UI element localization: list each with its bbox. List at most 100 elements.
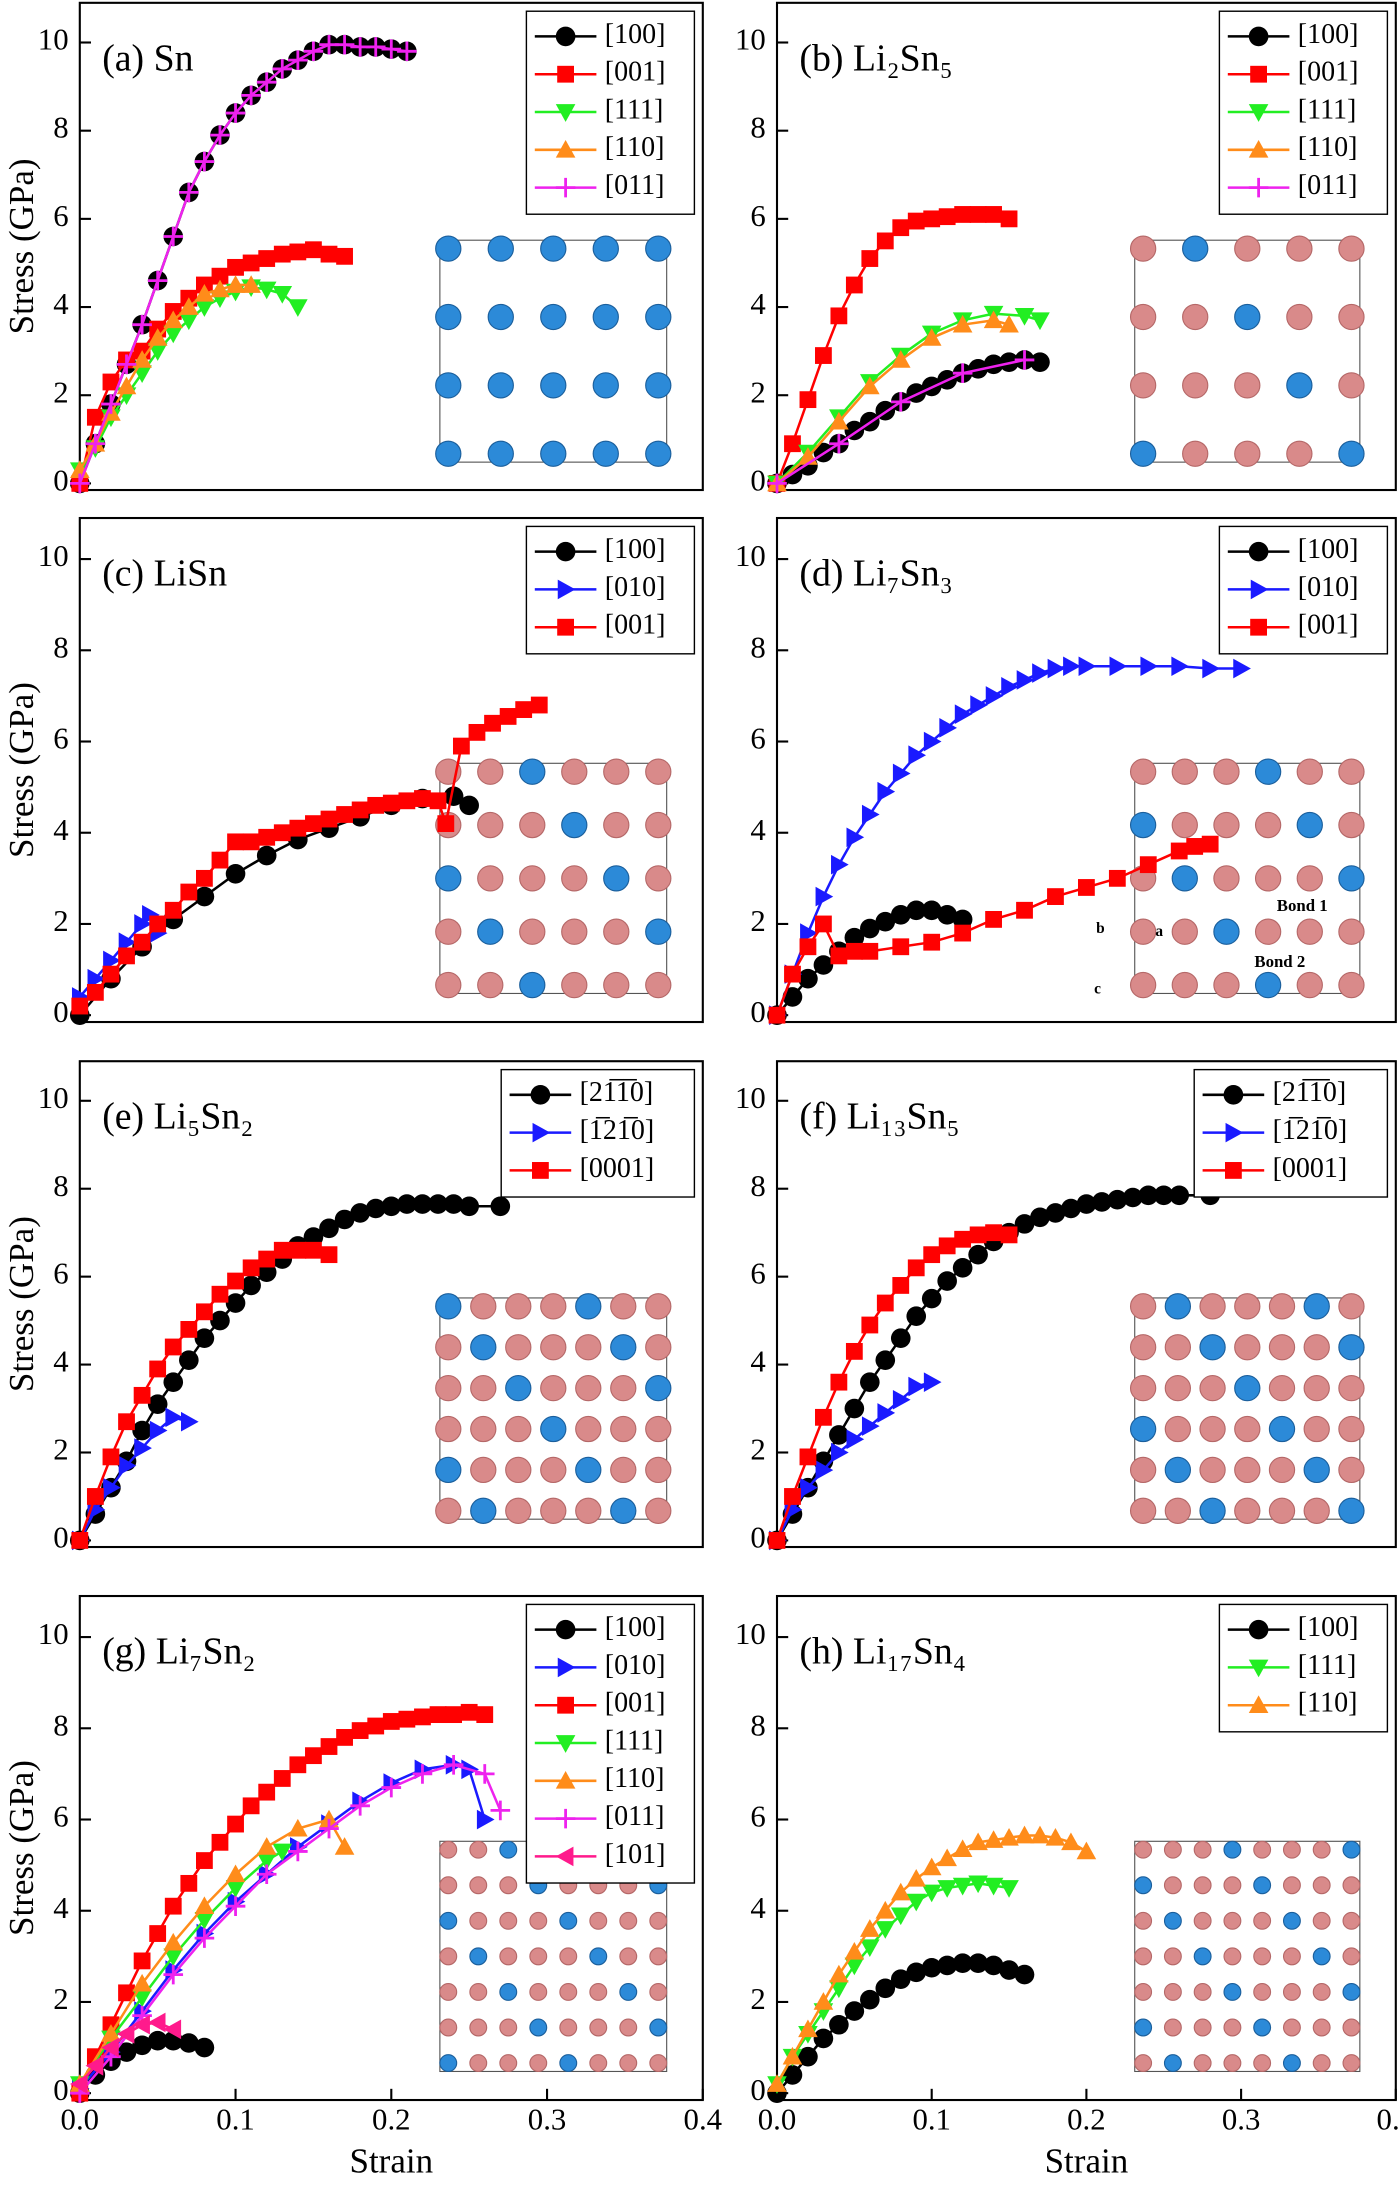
marker xyxy=(86,983,104,1001)
inset-atom xyxy=(1193,1982,1212,2001)
marker xyxy=(118,1455,137,1476)
marker xyxy=(985,206,1002,223)
panel-title: (a) Sn xyxy=(102,37,193,79)
y-tick-label: 4 xyxy=(53,1891,68,1925)
inset-atom xyxy=(592,235,619,262)
inset-atom xyxy=(645,1334,672,1361)
marker xyxy=(921,900,942,921)
marker xyxy=(829,1964,849,1983)
marker xyxy=(194,284,215,302)
inset-atom xyxy=(1129,758,1157,785)
marker xyxy=(289,819,307,837)
x-axis-label: Strain xyxy=(1045,2141,1129,2180)
inset-atom xyxy=(619,1911,638,1930)
marker xyxy=(890,1882,911,1901)
inset-atom xyxy=(1129,811,1157,839)
series xyxy=(70,1754,511,2103)
x-axis-label: Strain xyxy=(349,2141,433,2180)
marker xyxy=(476,1706,494,1724)
marker xyxy=(273,245,291,263)
marker xyxy=(164,1338,182,1356)
marker xyxy=(147,270,168,291)
inset-atom xyxy=(1253,1911,1272,1930)
marker xyxy=(258,250,276,267)
inset-atom xyxy=(1296,918,1323,945)
y-tick-label: 0 xyxy=(750,1520,765,1554)
inset-atom xyxy=(1342,1840,1361,1859)
marker xyxy=(194,151,215,172)
inset-atom xyxy=(439,2018,458,2037)
inset-atom xyxy=(529,1911,548,1930)
inset-atom xyxy=(1268,1456,1296,1484)
marker xyxy=(165,1407,184,1428)
inset-atom xyxy=(1303,1293,1330,1320)
inset-atom xyxy=(575,1293,602,1320)
inset-atom xyxy=(1199,1415,1226,1443)
marker xyxy=(1248,104,1269,122)
inset-atom xyxy=(1129,1374,1157,1402)
annotation: b xyxy=(1096,920,1105,937)
legend-label: [101] xyxy=(605,1839,666,1870)
inset-atom xyxy=(1213,971,1240,999)
inset-atom xyxy=(592,303,619,331)
marker xyxy=(846,827,865,848)
marker xyxy=(892,938,910,956)
marker xyxy=(532,1162,549,1179)
marker xyxy=(861,942,879,960)
marker xyxy=(149,915,167,933)
marker xyxy=(861,1416,880,1436)
inset-atom xyxy=(649,2018,668,2037)
inset-atom xyxy=(519,865,546,892)
marker xyxy=(305,1747,322,1765)
marker xyxy=(272,59,293,79)
marker xyxy=(490,1196,511,1217)
y-tick-label: 8 xyxy=(750,111,765,145)
marker xyxy=(350,1203,370,1223)
marker xyxy=(1248,140,1269,158)
series xyxy=(768,206,1018,492)
inset-atom xyxy=(1286,303,1313,331)
marker xyxy=(829,1425,849,1445)
series xyxy=(71,905,168,1007)
marker xyxy=(1138,1185,1159,1206)
panel: 0 2 4 6 8 10 Stress (GPa) (e) Li₅Sn₂ [21̅1̅0] [1̅… xyxy=(2,1060,704,1554)
inset-atom xyxy=(1129,1293,1157,1320)
inset-atom xyxy=(1253,1947,1272,1966)
inset-atom xyxy=(1342,1982,1361,2001)
y-tick-label: 4 xyxy=(750,1345,765,1379)
marker xyxy=(844,2001,865,2021)
marker xyxy=(861,1316,879,1334)
inset-atom xyxy=(540,1293,567,1320)
marker xyxy=(798,2019,818,2038)
marker xyxy=(890,905,911,925)
inset-atom xyxy=(505,1374,532,1402)
marker xyxy=(163,1964,184,1985)
inset-atom xyxy=(1199,1497,1226,1524)
inset-atom xyxy=(435,865,462,892)
marker xyxy=(116,2024,135,2044)
inset-atom xyxy=(1338,1334,1365,1361)
inset-atom xyxy=(619,1947,638,1966)
marker xyxy=(103,950,121,971)
marker xyxy=(860,1939,880,1958)
annotation: a xyxy=(1155,923,1163,940)
marker xyxy=(71,997,89,1015)
marker xyxy=(782,987,803,1007)
marker xyxy=(101,2024,121,2042)
marker xyxy=(194,1928,215,1948)
inset-atom xyxy=(1282,1982,1301,2001)
marker xyxy=(1223,1085,1244,1105)
inset-atom xyxy=(1134,1911,1153,1930)
inset-atom xyxy=(1286,235,1313,262)
inset-atom xyxy=(519,971,546,999)
legend-label: [111] xyxy=(1298,94,1357,125)
marker xyxy=(557,65,574,83)
inset-atom xyxy=(499,1876,518,1895)
legend-label: [011] xyxy=(1298,170,1358,201)
inset-atom xyxy=(505,1293,532,1320)
series xyxy=(767,1825,1097,2092)
marker xyxy=(906,1306,927,1327)
marker xyxy=(132,1973,152,1992)
inset-atom xyxy=(519,918,546,945)
